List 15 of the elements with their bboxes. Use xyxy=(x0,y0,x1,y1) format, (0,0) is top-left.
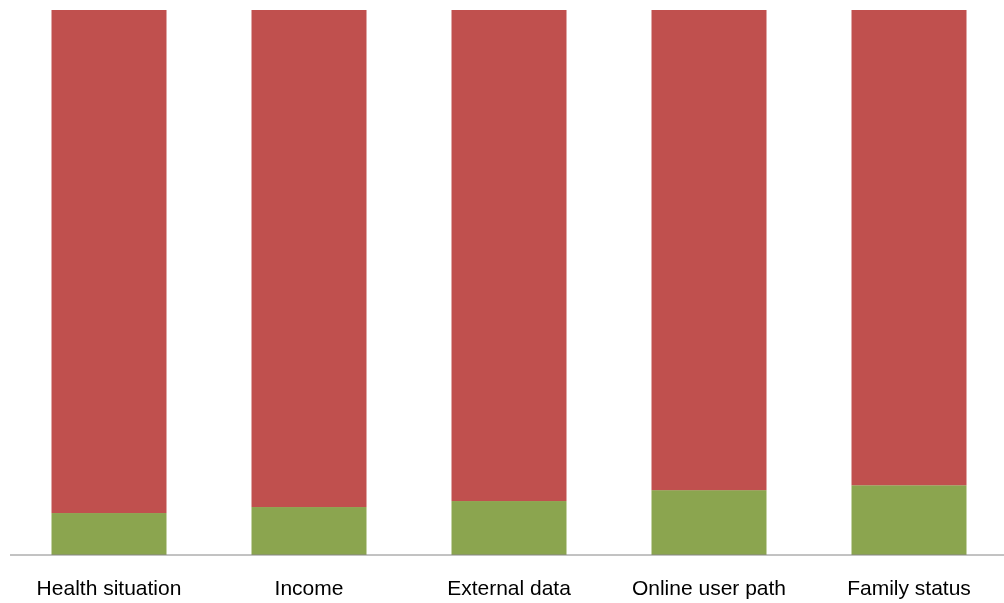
bar xyxy=(251,10,367,508)
x-tick-label: Family status xyxy=(847,576,971,599)
bar xyxy=(851,10,967,486)
bar xyxy=(451,10,567,502)
bar xyxy=(651,490,767,555)
bar xyxy=(451,501,567,555)
bar xyxy=(251,507,367,555)
x-tick-label: Online user path xyxy=(631,576,787,599)
bar xyxy=(651,10,767,491)
bar xyxy=(851,485,967,555)
bar xyxy=(51,10,167,514)
x-tick-label: Health situation xyxy=(36,576,182,599)
x-tick-label: Income xyxy=(274,576,344,599)
x-tick-label: External data xyxy=(447,576,572,599)
bar xyxy=(51,513,167,555)
